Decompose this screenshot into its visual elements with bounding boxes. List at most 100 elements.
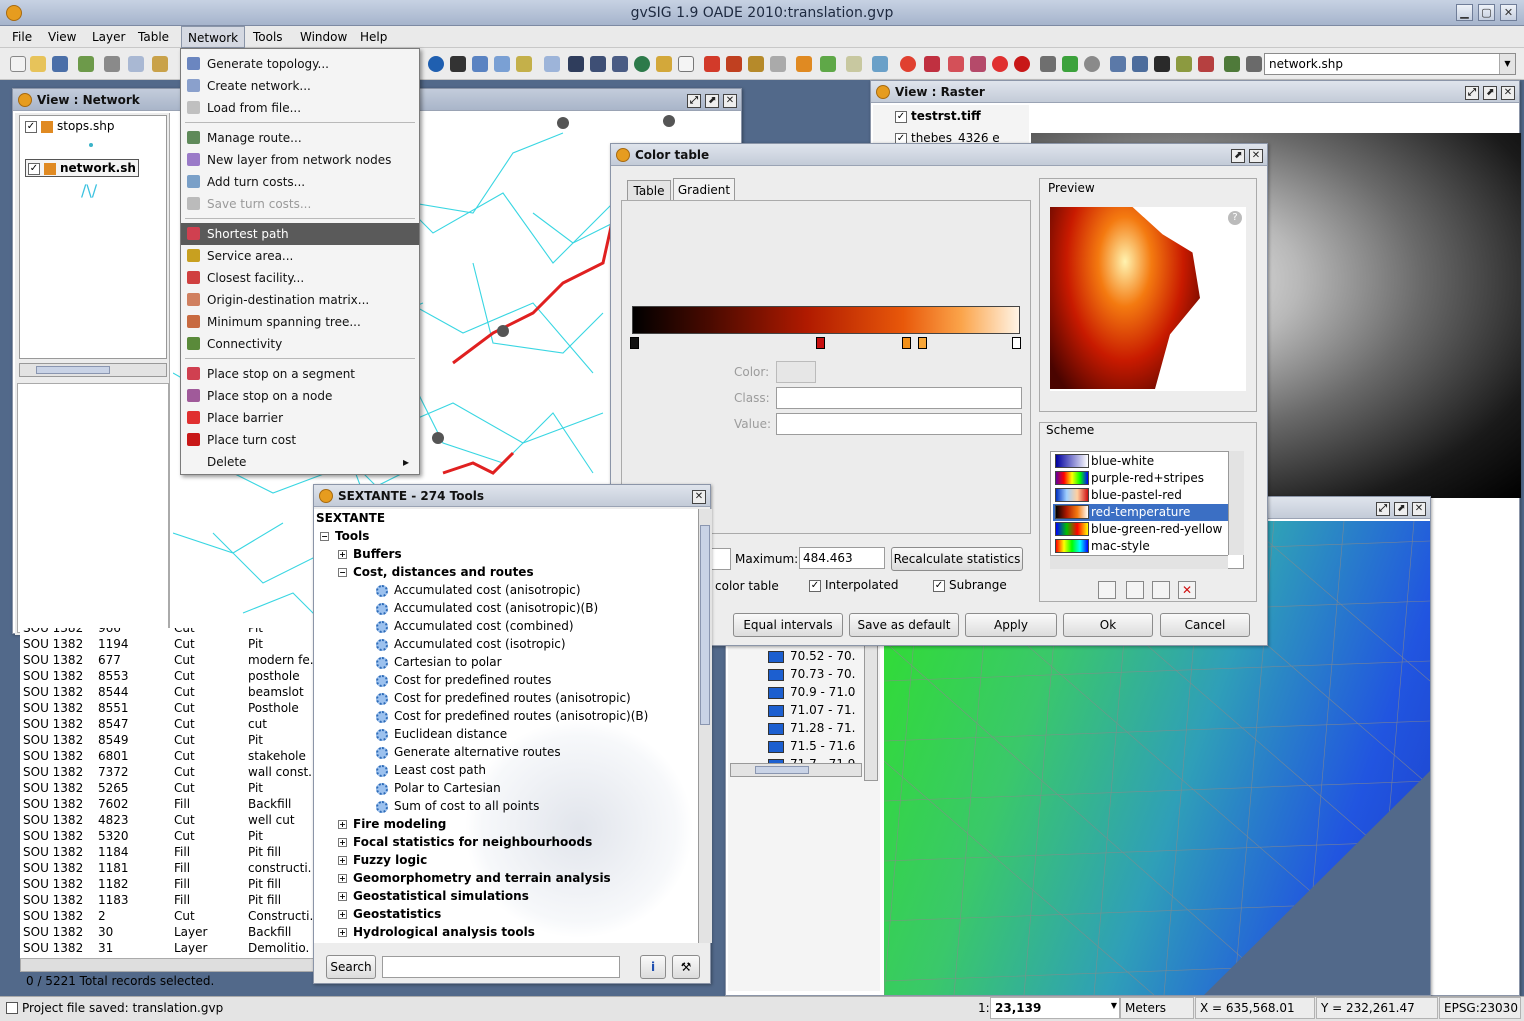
- info-button[interactable]: i: [640, 955, 666, 979]
- zoom-icon[interactable]: [128, 56, 144, 72]
- network-menu-item-16[interactable]: Place turn cost: [181, 429, 419, 451]
- select-poly-icon[interactable]: [612, 56, 628, 72]
- network-menu-item-8[interactable]: Service area...: [181, 245, 419, 267]
- sextante-vscrollbar[interactable]: [698, 509, 712, 943]
- frame-icon[interactable]: [678, 56, 694, 72]
- tree-group-open[interactable]: − Cost, distances and routes: [338, 565, 534, 583]
- scheme-item[interactable]: blue-white: [1053, 453, 1231, 470]
- network-menu-item-14[interactable]: Place stop on a node: [181, 385, 419, 407]
- turn-cost-icon[interactable]: [1014, 56, 1030, 72]
- tree-tool-item[interactable]: Polar to Cartesian: [376, 781, 501, 799]
- tree-tools[interactable]: − Tools: [320, 529, 369, 547]
- tree-tool-item[interactable]: Accumulated cost (isotropic): [376, 637, 566, 655]
- network-menu-item-5[interactable]: Add turn costs...: [181, 171, 419, 193]
- collapse-icon[interactable]: −: [338, 568, 347, 577]
- tree-group[interactable]: + Fuzzy logic: [338, 853, 427, 871]
- tree-tool-item[interactable]: Sum of cost to all points: [376, 799, 539, 817]
- save-as-default-button[interactable]: Save as default: [849, 613, 959, 637]
- network-menu-item-15[interactable]: Place barrier: [181, 407, 419, 429]
- scheme-new-icon[interactable]: [1098, 581, 1116, 599]
- expand-icon[interactable]: +: [338, 892, 347, 901]
- restore-icon[interactable]: ⤢: [1465, 86, 1479, 100]
- stop-node-icon[interactable]: [970, 56, 986, 72]
- toc-layer-testrst[interactable]: ✓ testrst.tiff: [895, 109, 981, 123]
- network-menu-item-2[interactable]: Load from file...: [181, 97, 419, 119]
- expand-icon[interactable]: +: [338, 874, 347, 883]
- network-menu-item-11[interactable]: Minimum spanning tree...: [181, 311, 419, 333]
- value-field[interactable]: [776, 413, 1022, 435]
- maximize-icon[interactable]: ⬈: [1394, 502, 1408, 516]
- restore-icon[interactable]: ⤢: [687, 94, 701, 108]
- select-rect-icon[interactable]: [590, 56, 606, 72]
- script-icon[interactable]: [1198, 56, 1214, 72]
- tab-table[interactable]: Table: [627, 180, 671, 200]
- menu-table[interactable]: Table: [138, 30, 170, 44]
- network-menu-item-7[interactable]: Shortest path: [181, 223, 419, 245]
- tree-tool-item[interactable]: Accumulated cost (combined): [376, 619, 574, 637]
- scheme-item[interactable]: blue-green-red-yellow: [1053, 521, 1231, 538]
- scheme-vscrollbar[interactable]: [1228, 451, 1244, 555]
- network-menu-item-13[interactable]: Place stop on a segment: [181, 363, 419, 385]
- close-icon[interactable]: ✕: [1501, 86, 1515, 100]
- console-icon[interactable]: [1154, 56, 1170, 72]
- raster-info-icon[interactable]: [1084, 56, 1100, 72]
- expand-icon[interactable]: +: [338, 928, 347, 937]
- scheme-item[interactable]: mac-style: [1053, 538, 1231, 555]
- recalculate-statistics-button[interactable]: Recalculate statistics: [891, 547, 1023, 571]
- network-menu-item-12[interactable]: Connectivity: [181, 333, 419, 355]
- help-icon[interactable]: [544, 56, 560, 72]
- measure-icon[interactable]: [450, 56, 466, 72]
- tree-tool-item[interactable]: Accumulated cost (anisotropic): [376, 583, 581, 601]
- globe-icon[interactable]: [634, 56, 650, 72]
- toc-scrollbar[interactable]: [19, 363, 167, 377]
- expand-icon[interactable]: +: [338, 820, 347, 829]
- maximum-field[interactable]: 484.463: [799, 547, 885, 569]
- layer-combo[interactable]: network.shp ▼: [1264, 53, 1516, 75]
- network-menu-item-10[interactable]: Origin-destination matrix...: [181, 289, 419, 311]
- open-icon[interactable]: [30, 56, 46, 72]
- tree-tool-item[interactable]: Least cost path: [376, 763, 486, 781]
- target-icon[interactable]: [900, 56, 916, 72]
- tree-group[interactable]: + Geostatistical simulations: [338, 889, 529, 907]
- menu-help[interactable]: Help: [360, 30, 388, 44]
- close-icon[interactable]: ✕: [1249, 149, 1263, 163]
- layer-select-icon[interactable]: [1224, 56, 1240, 72]
- table-hscrollbar[interactable]: [20, 958, 315, 972]
- layout-icon[interactable]: [152, 56, 168, 72]
- scale-combo[interactable]: 23,139 ▼: [990, 997, 1120, 1019]
- pan-icon[interactable]: [748, 56, 764, 72]
- add-layer-icon[interactable]: [78, 56, 94, 72]
- color-table-check-label[interactable]: color table: [715, 579, 779, 593]
- network-menu-item-17[interactable]: Delete ▸: [181, 451, 419, 473]
- sextante-tree[interactable]: SEXTANTE − Tools + Buffers − Cost, distances a…: [314, 509, 698, 943]
- zoom-in-icon[interactable]: [704, 56, 720, 72]
- maximize-button[interactable]: ▢: [1478, 4, 1495, 21]
- network-menu-item-9[interactable]: Closest facility...: [181, 267, 419, 289]
- minimum-field[interactable]: [711, 548, 731, 570]
- close-button[interactable]: ✕: [1500, 4, 1517, 21]
- legend-vscrollbar[interactable]: [864, 641, 878, 781]
- scheme-item[interactable]: blue-pastel-red: [1053, 487, 1231, 504]
- menu-window[interactable]: Window: [300, 30, 348, 44]
- network-menu-item-4[interactable]: New layer from network nodes: [181, 149, 419, 171]
- select-icon[interactable]: [568, 56, 584, 72]
- tree-tool-item[interactable]: Cost for predefined routes: [376, 673, 551, 691]
- menu-view[interactable]: View: [48, 30, 77, 44]
- gradient-bar[interactable]: [632, 306, 1020, 334]
- network-menu-item-1[interactable]: Create network...: [181, 75, 419, 97]
- tree-group[interactable]: + Focal statistics for neighbourhoods: [338, 835, 592, 853]
- close-icon[interactable]: ✕: [1412, 502, 1426, 516]
- legend-hscrollbar[interactable]: [730, 763, 862, 777]
- expand-icon[interactable]: +: [338, 838, 347, 847]
- apply-button[interactable]: Apply: [965, 613, 1057, 637]
- maximize-icon[interactable]: ⬈: [1231, 149, 1245, 163]
- tree-tool-item[interactable]: Euclidean distance: [376, 727, 507, 745]
- menu-network[interactable]: Network: [181, 26, 246, 48]
- search-input[interactable]: [382, 956, 620, 978]
- search-button[interactable]: Search: [326, 955, 376, 979]
- gradient-stop-marker[interactable]: [1012, 337, 1021, 349]
- tree-tool-item[interactable]: Cartesian to polar: [376, 655, 502, 673]
- chevron-down-icon[interactable]: ▼: [1110, 1001, 1117, 1010]
- refresh-icon[interactable]: [656, 56, 672, 72]
- full-extent-icon[interactable]: [770, 56, 786, 72]
